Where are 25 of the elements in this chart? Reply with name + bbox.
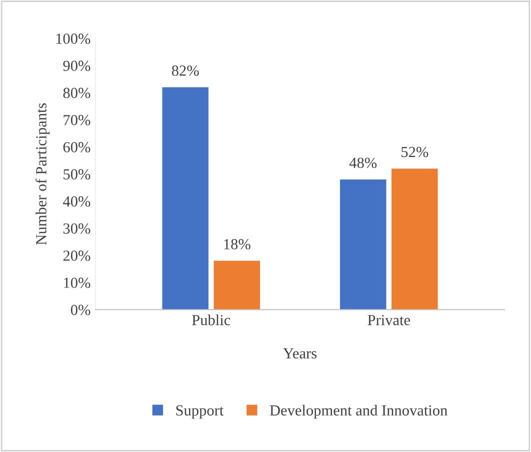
x-axis-title: Years [283, 348, 317, 359]
y-tick-label: 0% [70, 304, 90, 316]
y-tick-label: 60% [63, 142, 90, 152]
y-tick-label: 100% [56, 34, 90, 44]
y-tick-label: 20% [63, 250, 90, 261]
y-tick-label: 70% [64, 114, 90, 126]
data-label: 82% [172, 65, 199, 76]
x-tick-label: Public [192, 314, 230, 326]
data-label: 48% [349, 158, 377, 168]
y-tick-label: 50% [64, 169, 90, 180]
data-label: 52% [402, 146, 428, 158]
legend-label: Development and Innovation [270, 404, 448, 419]
y-tick-label: 90% [63, 60, 90, 72]
y-tick-label: 80% [63, 88, 90, 98]
bar [214, 260, 260, 310]
bar [162, 87, 208, 310]
y-axis-title: Number of Participants [36, 103, 50, 245]
legend-label: Support [176, 405, 224, 419]
y-tick-label: 10% [64, 278, 90, 288]
data-label: 18% [224, 239, 250, 250]
y-tick-label: 30% [63, 223, 90, 234]
x-tick-label: Private [368, 314, 410, 326]
bar [340, 179, 386, 310]
y-tick-label: 40% [63, 196, 90, 207]
bar [392, 168, 438, 310]
